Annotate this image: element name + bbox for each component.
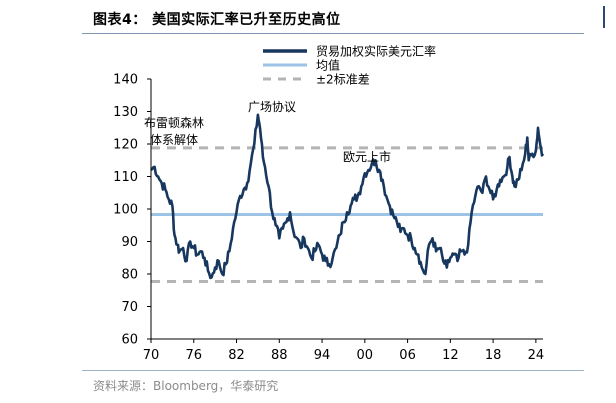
annotation-line: 体系解体 [150, 133, 198, 147]
annotation-line: 布雷顿森林 [144, 115, 204, 130]
adjacent-figure-edge [603, 6, 609, 28]
title-divider [82, 33, 584, 34]
x-tick-label: 76 [185, 348, 202, 363]
y-tick-label: 120 [113, 138, 138, 153]
y-tick-label: 90 [121, 235, 138, 250]
x-tick-label: 88 [271, 348, 288, 363]
x-tick-label: 82 [228, 348, 245, 363]
source-note: 资料来源：Bloomberg，华泰研究 [93, 379, 279, 393]
y-tick-label: 110 [113, 170, 138, 185]
annotation-label: 布雷顿森林体系解体 [144, 115, 204, 147]
axes: 60 70 80 90 100 110 120 130 140 70 76 82 88 94 00 06 12 1… [113, 73, 544, 364]
x-tick-label: 06 [399, 348, 416, 363]
legend-item-2sd: ±2标准差 [316, 73, 370, 87]
x-tick-label: 70 [143, 348, 160, 363]
y-tick-label: 80 [121, 268, 138, 283]
y-tick-label: 140 [113, 73, 138, 88]
annotation-line: 欧元上市 [343, 149, 391, 164]
x-tick-label: 12 [442, 348, 459, 363]
x-tick-label: 00 [357, 348, 374, 363]
annotation-label: 欧元上市 [343, 149, 391, 164]
y-tick-label: 60 [121, 333, 138, 348]
x-tick-label: 18 [485, 348, 502, 363]
footer-divider [82, 370, 584, 371]
series-line-real-dollar [150, 113, 545, 280]
series-layer [150, 113, 545, 280]
y-tick-label: 100 [113, 203, 138, 218]
annotation-line: 广场协议 [248, 99, 296, 114]
y-tick-label: 130 [113, 105, 138, 120]
x-tick-label: 24 [528, 348, 545, 363]
y-tick-label: 70 [121, 300, 138, 315]
x-tick-label: 94 [314, 348, 331, 363]
annotation-label: 广场协议 [248, 99, 296, 114]
legend-item-mean: 均值 [316, 58, 340, 73]
legend-item-real-dollar: 贸易加权实际美元汇率 [316, 44, 436, 59]
figure-title: 图表4： 美国实际汇率已升至历史高位 [93, 12, 341, 28]
